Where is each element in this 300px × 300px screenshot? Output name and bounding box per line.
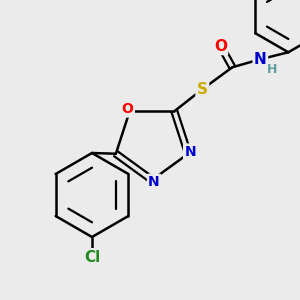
Text: Cl: Cl <box>84 250 100 265</box>
Text: O: O <box>122 102 134 116</box>
Text: N: N <box>184 145 196 159</box>
Text: S: S <box>197 82 208 97</box>
Text: H: H <box>267 63 278 76</box>
Text: N: N <box>148 175 160 189</box>
Text: O: O <box>214 39 227 54</box>
Text: N: N <box>254 52 267 67</box>
